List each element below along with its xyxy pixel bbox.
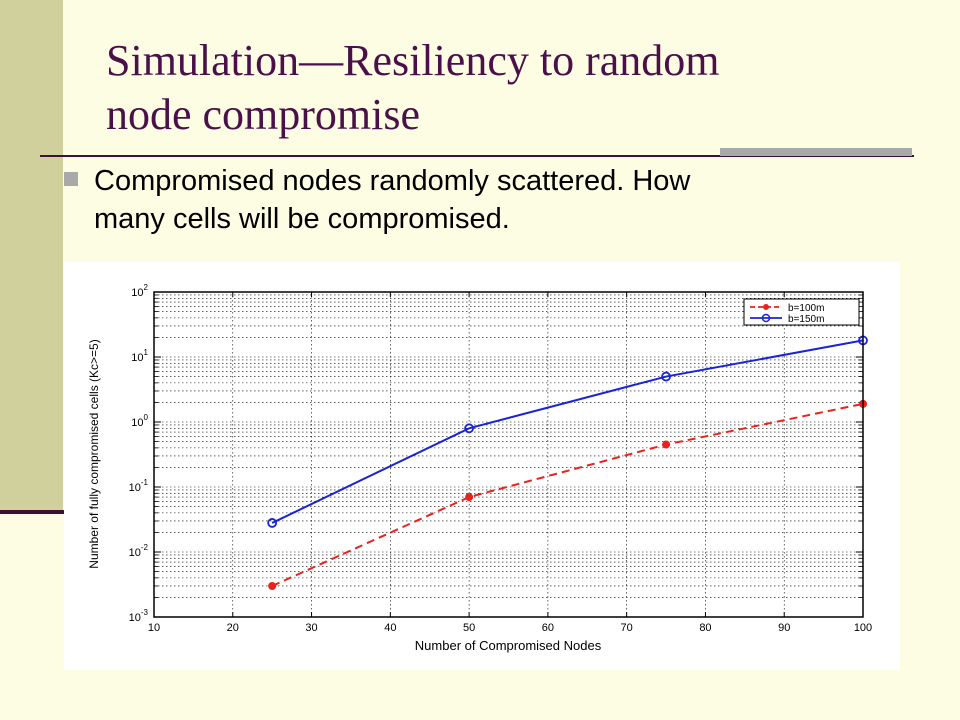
- title-underline: [40, 155, 914, 157]
- data-point-b-100m: [662, 440, 671, 449]
- bullet-marker: [64, 172, 78, 186]
- chart-panel: 10 20 30 40 50 60 70 80 90 100 10-3 10-2 10-1 100 101 1…: [64, 262, 900, 670]
- legend-marker-b-100m: [763, 304, 769, 310]
- data-point-b-150m: [464, 423, 475, 434]
- x-tick-label: 100: [854, 622, 872, 634]
- data-point-b-150m: [661, 371, 671, 382]
- slide-title: Simulation—Resiliency to random node com…: [106, 34, 906, 142]
- title-line-1: Simulation—Resiliency to random: [106, 36, 720, 85]
- y-tick-label: 10-3: [129, 608, 149, 624]
- y-tick-label: 10-1: [129, 478, 149, 494]
- x-tick-label: 10: [148, 622, 160, 634]
- x-tick-label: 30: [305, 622, 317, 634]
- y-axis-label: Number of fully compromised cells (Kc>=5…: [87, 339, 101, 568]
- title-line-2: node compromise: [106, 90, 421, 139]
- x-tick-label: 60: [542, 622, 554, 634]
- x-tick-label: 90: [778, 622, 790, 634]
- x-tick-label: 40: [384, 622, 396, 634]
- side-accent-band: [0, 0, 63, 512]
- y-tick-label: 101: [131, 348, 148, 364]
- y-tick-label: 10-2: [129, 543, 149, 559]
- x-tick-label: 80: [699, 622, 711, 634]
- side-accent-line: [0, 510, 66, 514]
- data-point-b-100m: [268, 581, 277, 590]
- series-line-b-100m: [271, 402, 864, 587]
- x-tick-label: 50: [463, 622, 475, 634]
- x-axis-label: Number of Compromised Nodes: [415, 638, 602, 653]
- plot-frame: [153, 291, 864, 618]
- y-tick-label: 102: [131, 283, 148, 299]
- series-line-b-150m: [271, 339, 864, 524]
- data-point-b-100m: [465, 493, 474, 502]
- data-point-b-150m: [267, 518, 278, 528]
- legend-label-b-150m: b=150m: [788, 314, 824, 325]
- bullet-line-1: Compromised nodes randomly scattered. Ho…: [94, 165, 691, 197]
- bullet-text: Compromised nodes randomly scattered. Ho…: [94, 162, 894, 238]
- y-tick-label: 100: [131, 413, 148, 429]
- title-underline-accent: [720, 148, 912, 156]
- bullet-line-2: many cells will be compromised.: [94, 203, 510, 235]
- legend-marker-b-150m: [761, 313, 771, 323]
- legend-label-b-100m: b=100m: [788, 303, 824, 314]
- line-chart: 10 20 30 40 50 60 70 80 90 100 10-3 10-2 10-1 100 101 1…: [87, 283, 872, 653]
- x-tick-label: 70: [621, 622, 633, 634]
- x-tick-label: 20: [227, 622, 239, 634]
